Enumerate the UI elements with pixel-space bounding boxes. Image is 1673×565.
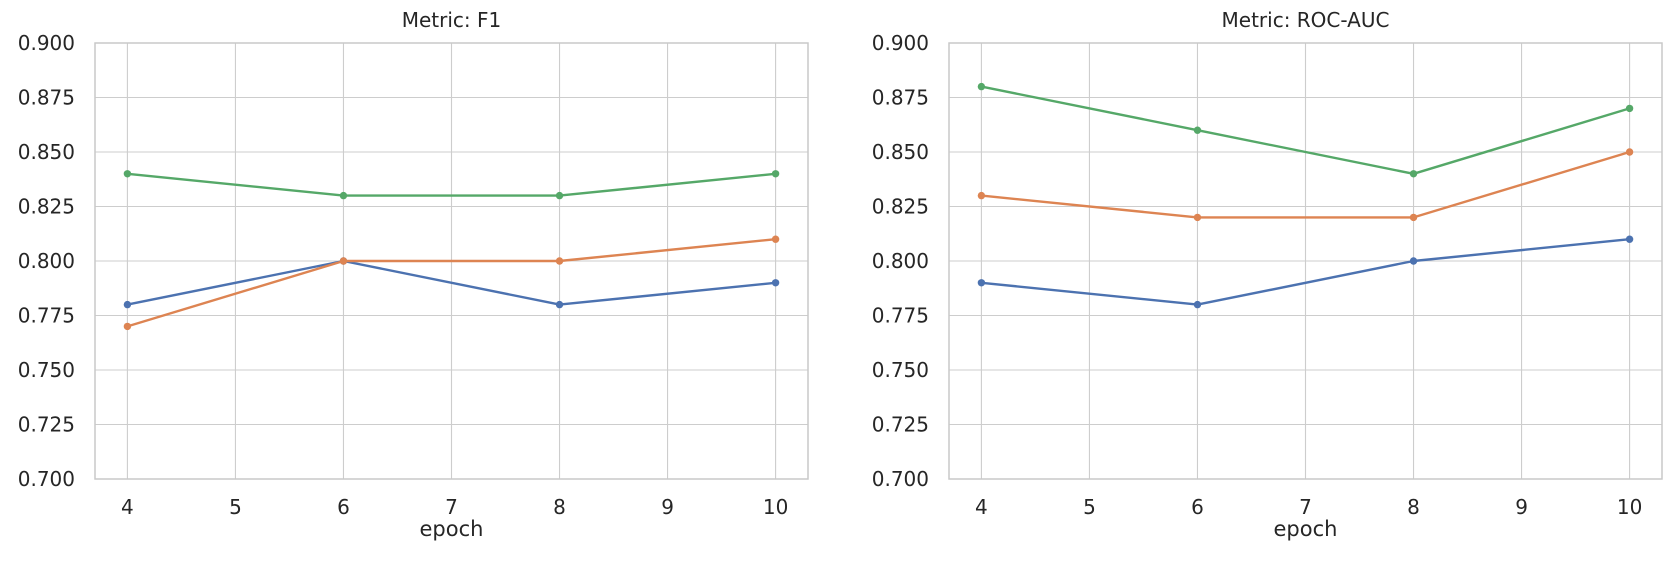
y-tick-label: 0.750	[872, 358, 929, 382]
chart-title-f1: Metric: F1	[401, 8, 502, 32]
line-series-1	[126, 259, 777, 306]
y-tick-label: 0.900	[18, 31, 75, 55]
marker-series-1	[123, 300, 132, 309]
x-tick-label: 9	[1515, 495, 1528, 519]
line-series-1	[980, 237, 1631, 306]
chart-title-roc-auc: Metric: ROC-AUC	[1221, 8, 1390, 32]
y-tick-label: 0.875	[872, 86, 929, 110]
marker-series-3	[1625, 104, 1634, 113]
marker-series-2	[339, 257, 348, 265]
plot-area-f1: 4 5 6 7 8 9 10 0.700 0.725 0.750 0.775 0.800 0.825 0.…	[18, 31, 809, 519]
line-series-3	[980, 85, 1631, 176]
y-tick-label: 0.900	[872, 31, 929, 55]
x-tick-label: 5	[229, 495, 242, 519]
marker-series-2	[1625, 148, 1634, 156]
marker-series-3	[977, 82, 986, 91]
x-axis-label-f1: epoch	[419, 517, 484, 541]
marker-series-2	[1193, 213, 1202, 222]
marker-series-1	[1193, 300, 1202, 309]
x-tick-label: 7	[445, 495, 458, 519]
y-tick-label: 0.850	[18, 140, 75, 164]
y-tick-label: 0.850	[872, 140, 929, 164]
x-tick-label: 4	[975, 495, 988, 519]
x-axis-label-roc-auc: epoch	[1273, 517, 1338, 541]
y-tick-label: 0.825	[18, 195, 75, 219]
x-tick-label: 7	[1299, 495, 1312, 519]
marker-series-3	[123, 170, 132, 178]
plot-area-roc-auc: 4 5 6 7 8 9 10 0.700 0.725 0.750 0.775 0.800 0.825 0.…	[872, 31, 1663, 519]
x-tick-label: 9	[661, 495, 674, 519]
marker-series-2	[977, 191, 986, 200]
y-tick-label: 0.700	[18, 467, 75, 491]
marker-series-3	[771, 170, 780, 178]
marker-series-2	[771, 235, 780, 243]
x-tick-label: 5	[1083, 495, 1096, 519]
y-tick-label: 0.800	[872, 249, 929, 273]
x-tick-label: 6	[337, 495, 350, 519]
x-tick-label: 4	[121, 495, 134, 519]
marker-series-2	[555, 257, 564, 265]
marker-series-3	[555, 191, 564, 200]
marker-series-1	[555, 300, 564, 309]
marker-series-3	[339, 191, 348, 200]
x-tick-label: 10	[763, 495, 788, 519]
y-tick-label: 0.825	[872, 195, 929, 219]
y-tick-label: 0.700	[872, 467, 929, 491]
y-tick-label: 0.800	[18, 249, 75, 273]
line-series-2	[126, 237, 777, 328]
marker-series-3	[1193, 126, 1202, 134]
axes-spines	[948, 42, 1663, 480]
marker-series-2	[1409, 213, 1418, 222]
y-tick-label: 0.725	[872, 413, 929, 437]
marker-series-3	[1409, 170, 1418, 178]
y-tick-label: 0.775	[872, 304, 929, 328]
y-tick-label: 0.725	[18, 413, 75, 437]
marker-series-2	[123, 322, 132, 331]
marker-series-1	[977, 279, 986, 287]
x-tick-label: 10	[1617, 495, 1642, 519]
line-series-3	[126, 172, 777, 197]
axes-spines	[94, 42, 809, 480]
y-tick-label: 0.750	[18, 358, 75, 382]
marker-series-1	[771, 279, 780, 287]
x-tick-label: 6	[1191, 495, 1204, 519]
x-tick-label: 8	[553, 495, 566, 519]
x-tick-label: 8	[1407, 495, 1420, 519]
line-series-2	[980, 150, 1631, 219]
y-tick-label: 0.875	[18, 86, 75, 110]
y-tick-label: 0.775	[18, 304, 75, 328]
marker-series-1	[1409, 257, 1418, 265]
marker-series-1	[1625, 235, 1634, 243]
